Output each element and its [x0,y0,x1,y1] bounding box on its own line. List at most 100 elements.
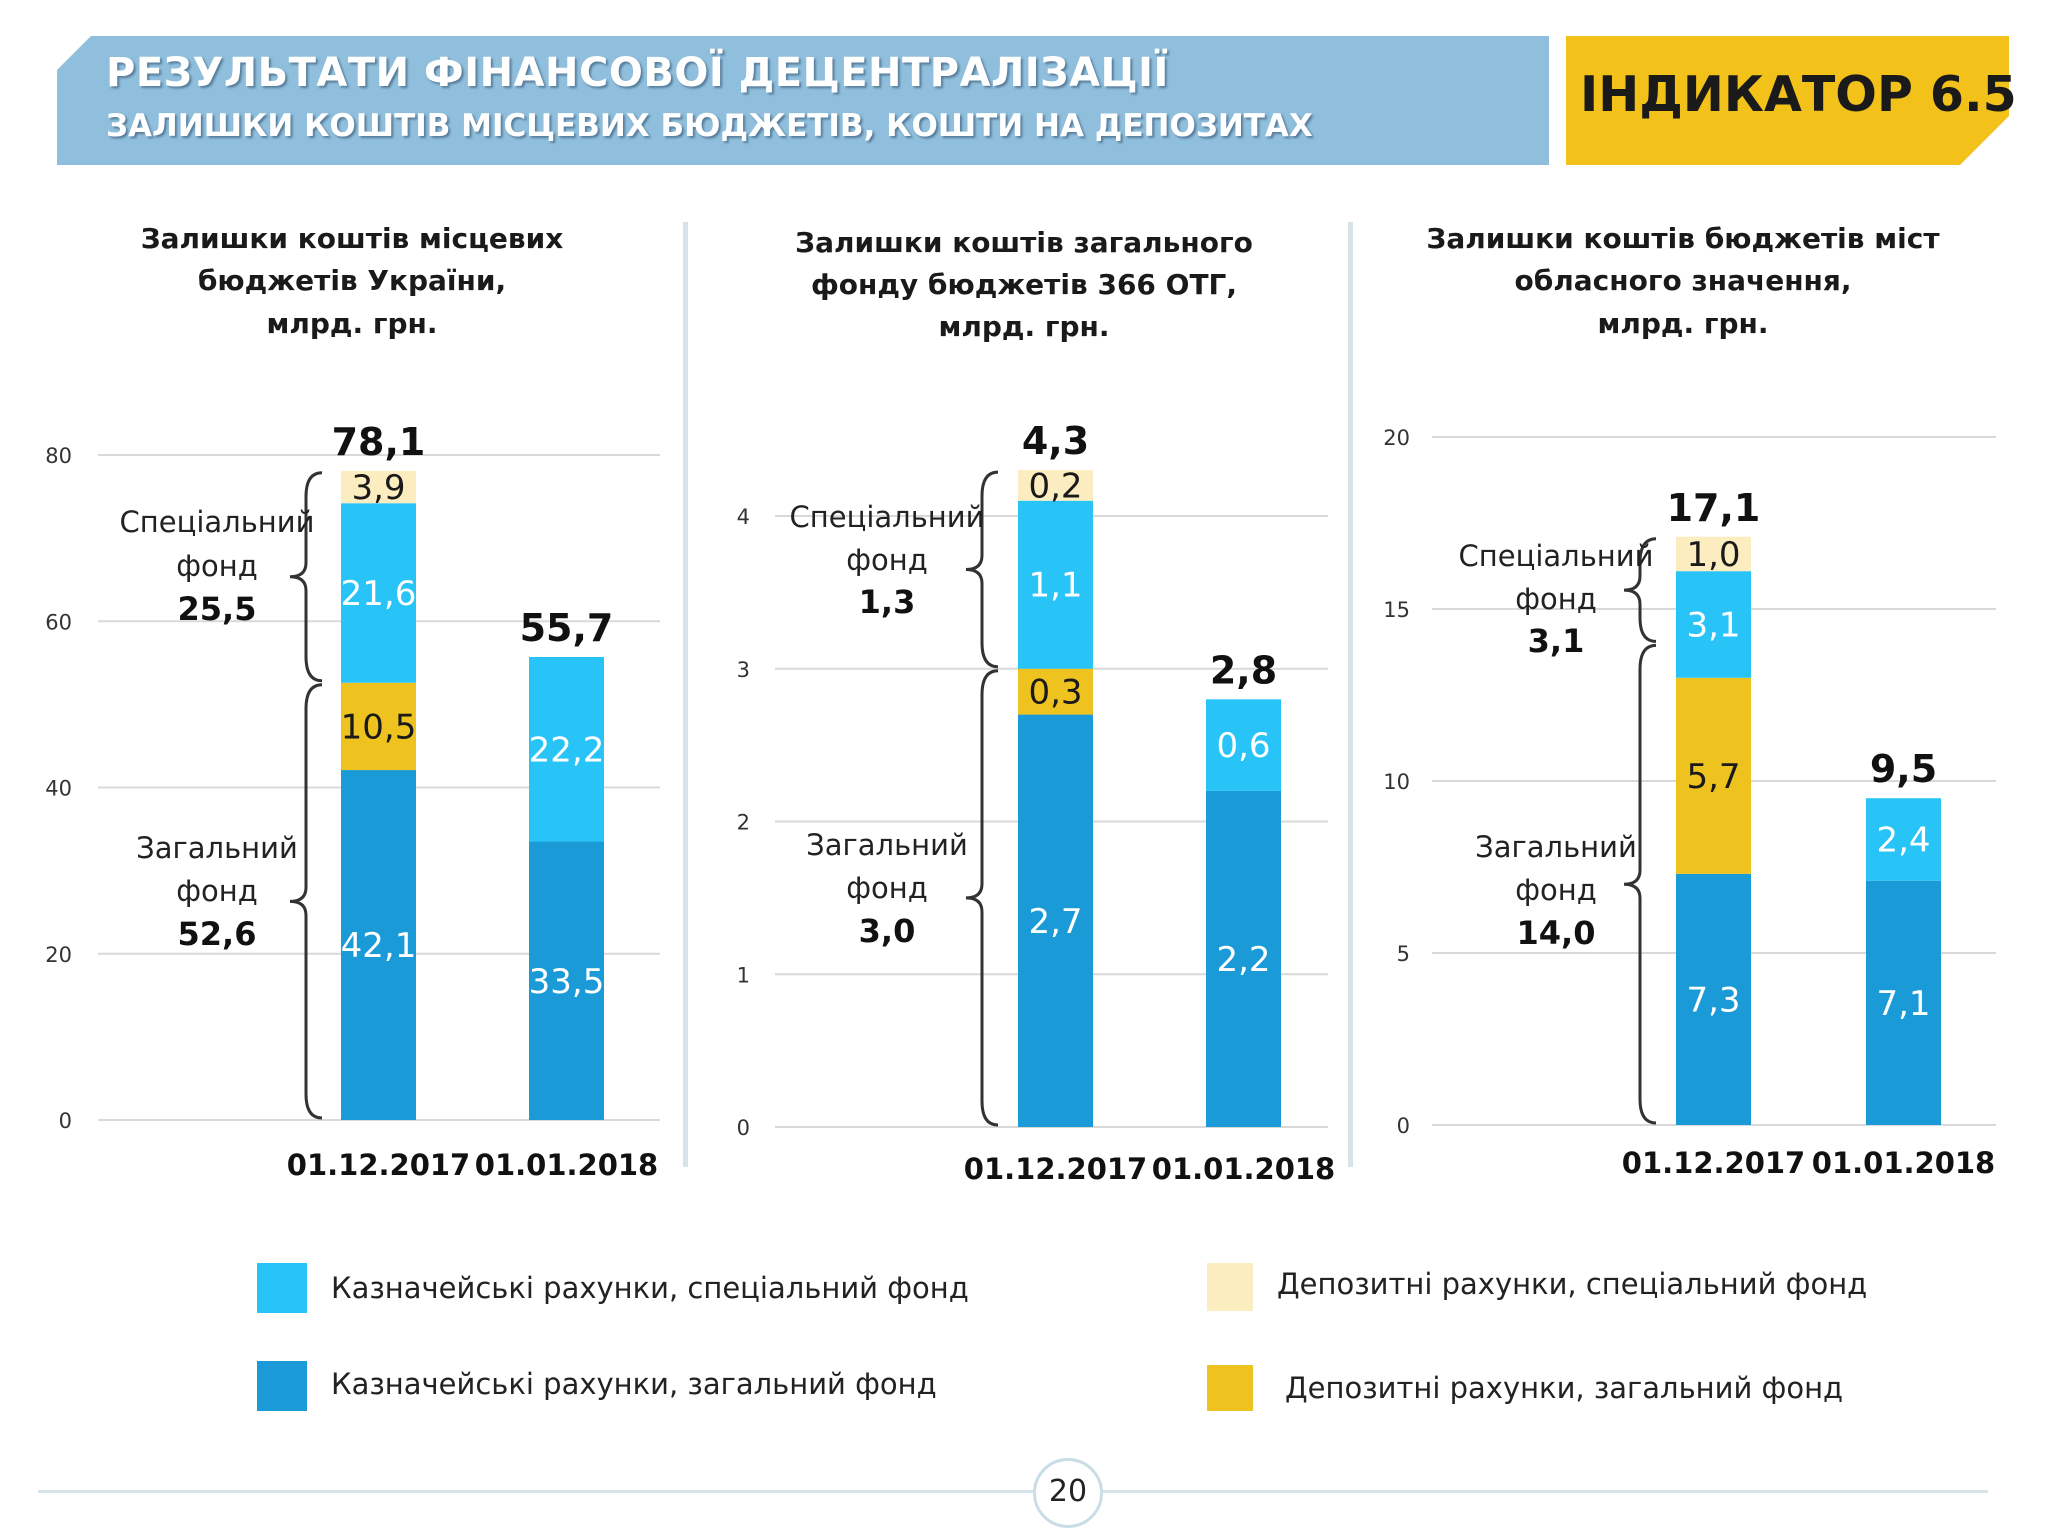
chart-title: фонду бюджетів 366 ОТГ, [811,268,1237,301]
x-category-label: 01.01.2018 [475,1148,658,1182]
x-category-label: 01.12.2017 [287,1148,470,1182]
y-tick-label: 1 [737,963,750,987]
bracket-label: Спеціальний [120,505,315,539]
bracket-value: 52,6 [178,915,257,953]
total-label: 55,7 [520,606,614,650]
bar-segment [1018,668,1093,715]
y-tick-label: 40 [45,777,72,801]
bracket-label: фонд [176,874,258,908]
bracket-value: 3,1 [1528,622,1585,660]
data-label: 33,5 [529,962,605,1002]
bar-segment [341,770,416,1120]
y-tick-label: 20 [1383,426,1410,450]
data-label: 1,1 [1028,566,1082,606]
bracket-label: фонд [1515,873,1597,907]
y-tick-label: 80 [45,444,72,468]
bracket-value: 25,5 [178,590,257,628]
bracket-label: Спеціальний [790,500,985,534]
bar-segment [1676,677,1751,874]
brace [965,470,999,669]
x-category-label: 01.12.2017 [1622,1146,1805,1180]
data-label: 0,2 [1028,466,1082,506]
y-tick-label: 3 [737,658,750,682]
bar-segment [341,682,416,771]
chart-city-budgets: Залишки коштів бюджетів міст обласного зн… [1383,222,1996,1180]
brace [289,683,323,1120]
brace [965,669,999,1127]
y-tick-label: 15 [1383,598,1410,622]
bar-segment [1206,790,1281,1127]
chart-title: млрд. грн. [266,307,437,340]
data-label: 2,7 [1028,902,1082,942]
bar-segment [1676,571,1751,678]
legend-label: Казначейські рахунки, спеціальний фонд [331,1271,969,1305]
data-label: 3,9 [351,468,405,508]
chart-title: Залишки коштів місцевих [141,222,564,255]
chart-title: Залишки коштів загального [795,226,1253,259]
indicator-label: ІНДИКАТОР 6.5 [1580,66,2017,123]
bar-segment [1206,699,1281,791]
bracket-label: фонд [1515,582,1597,616]
bracket-label: фонд [846,543,928,577]
y-tick-label: 60 [45,610,72,634]
brace [289,471,323,683]
legend-label: Депозитні рахунки, спеціальний фонд [1277,1267,1868,1301]
footer-line [38,1490,1988,1493]
data-label: 1,0 [1686,535,1740,575]
legend-swatch [1207,1263,1253,1311]
y-tick-label: 0 [59,1109,72,1133]
bracket-value: 14,0 [1517,914,1596,952]
legend-swatch [257,1263,307,1313]
legend-label: Депозитні рахунки, загальний фонд [1285,1371,1844,1405]
bracket-label: Спеціальний [1459,539,1654,573]
bracket-label: Загальний [1475,830,1637,864]
chart-title: млрд. грн. [1597,307,1768,340]
bracket-label: фонд [846,871,928,905]
page-subtitle: ЗАЛИШКИ КОШТІВ МІСЦЕВИХ БЮДЖЕТІВ, КОШТИ … [106,108,1313,144]
column-separator [1348,222,1353,1167]
total-label: 78,1 [332,420,426,464]
indicator-box [1566,36,2009,165]
data-label: 0,6 [1216,726,1270,766]
page-title: РЕЗУЛЬТАТИ ФІНАНСОВОЇ ДЕЦЕНТРАЛІЗАЦІЇ [106,50,1169,96]
x-category-label: 01.01.2018 [1152,1152,1335,1186]
y-tick-label: 0 [1397,1114,1410,1138]
chart-title: Залишки коштів бюджетів міст [1426,222,1940,255]
total-label: 2,8 [1210,648,1277,692]
data-label: 3,1 [1686,605,1740,645]
x-category-label: 01.12.2017 [964,1152,1147,1186]
y-tick-label: 2 [737,811,750,835]
bar-segment [1866,880,1941,1125]
chart-title: бюджетів України, [198,264,506,297]
bracket-value: 3,0 [859,912,916,950]
data-label: 21,6 [341,574,417,614]
total-label: 17,1 [1667,486,1761,530]
bracket-label: фонд [176,549,258,583]
indicator-corner [1960,116,2009,165]
page-number-circle [1033,1458,1103,1528]
legend-swatch [1207,1365,1253,1411]
legend-label: Казначейські рахунки, загальний фонд [331,1367,937,1401]
brace [1623,643,1657,1125]
header-notch [57,36,91,70]
bracket-label: Загальний [136,831,298,865]
data-label: 0,3 [1028,673,1082,713]
chart-otg-budgets: Залишки коштів загального фонду бюджетів … [737,226,1336,1186]
data-label: 2,2 [1216,940,1270,980]
bar-segment [529,841,604,1120]
header-band [57,36,1549,165]
legend-swatch [257,1361,307,1411]
bar-segment [1018,500,1093,669]
bar-segment [1866,798,1941,881]
bar-segment [341,470,416,504]
y-tick-label: 4 [737,505,750,529]
data-label: 7,3 [1686,980,1740,1020]
data-label: 2,4 [1876,820,1930,860]
data-label: 42,1 [341,926,417,966]
y-tick-label: 5 [1397,942,1410,966]
column-separator [683,222,688,1167]
total-label: 9,5 [1870,747,1937,791]
bracket-value: 1,3 [859,583,916,621]
chart-title: млрд. грн. [938,310,1109,343]
data-label: 10,5 [341,707,417,747]
